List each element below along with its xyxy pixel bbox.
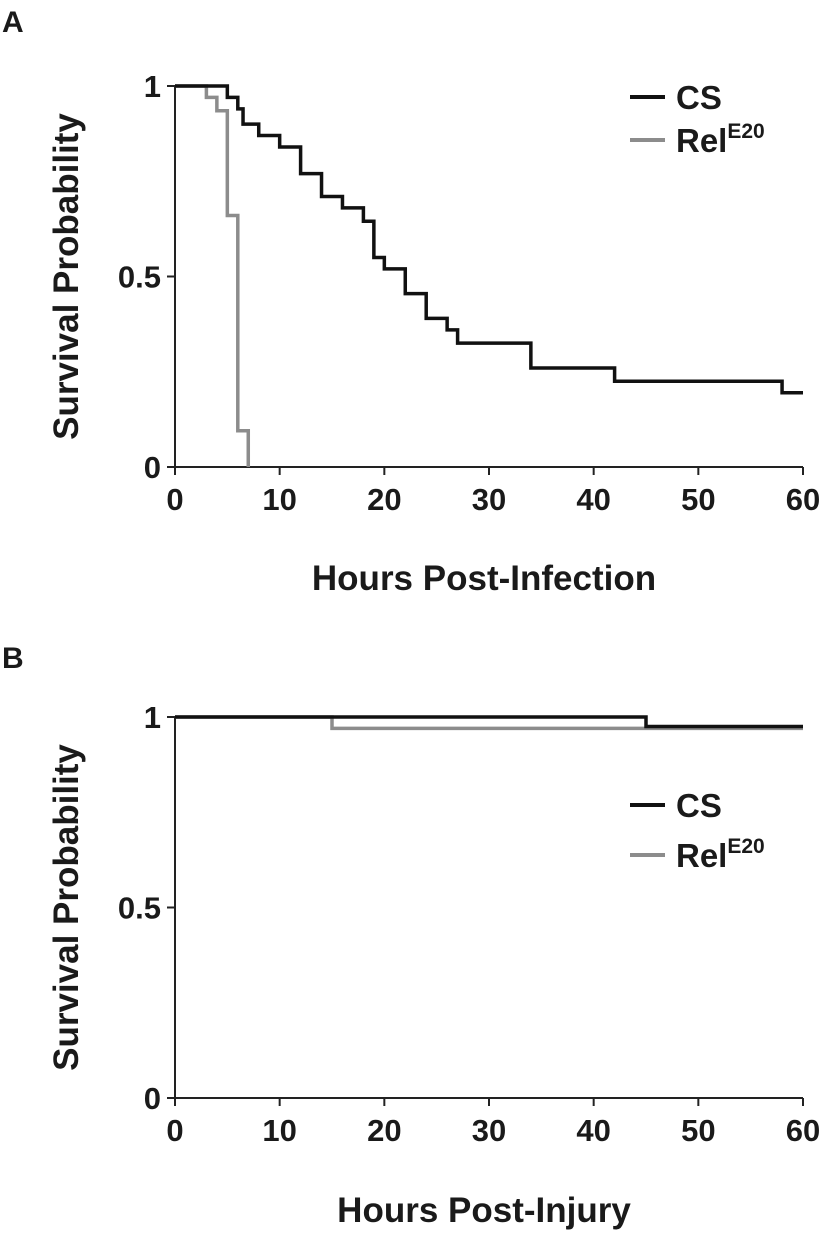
x-tick-label: 10 [262,1113,296,1148]
y-tick-label: 1 [144,700,161,735]
legend-series-name: CS [676,79,722,116]
x-tick-label: 60 [786,1113,820,1148]
x-tick-label: 40 [576,1113,610,1148]
y-tick-label: 0.5 [118,891,161,926]
panel-label: B [2,642,24,675]
legend-label: RelE20 [676,120,765,159]
x-tick-label: 50 [681,482,715,517]
x-tick-label: 20 [367,1113,401,1148]
x-axis-title: Hours Post-Injury [337,1191,631,1230]
series-line-cs [175,715,803,729]
legend-series-superscript: E20 [727,835,764,858]
legend-series-name: Rel [676,837,727,874]
y-tick-label: 0 [144,450,161,485]
x-tick-label: 60 [786,482,820,517]
legend-label: RelE20 [676,835,765,874]
x-tick-label: 20 [367,482,401,517]
x-tick-label: 30 [472,482,506,517]
series-line-rel-e20 [175,84,251,467]
x-tick-label: 50 [681,1113,715,1148]
y-tick-label: 0.5 [118,260,161,295]
legend-series-name: Rel [676,122,727,159]
panel-label: A [2,6,24,39]
y-axis-title: Survival Probability [47,113,86,440]
x-tick-label: 0 [166,482,183,517]
legend-label: CS [676,79,722,116]
x-tick-label: 40 [576,482,610,517]
legend-label: CS [676,787,722,824]
x-tick-label: 0 [166,1113,183,1148]
legend-series-superscript: E20 [727,120,764,143]
x-tick-label: 10 [262,482,296,517]
y-axis-title: Survival Probability [47,744,86,1071]
y-tick-label: 1 [144,69,161,104]
series-line-cs [175,84,803,395]
legend-series-name: CS [676,787,722,824]
x-axis-title: Hours Post-Infection [312,559,656,598]
x-tick-label: 30 [472,1113,506,1148]
y-tick-label: 0 [144,1081,161,1116]
